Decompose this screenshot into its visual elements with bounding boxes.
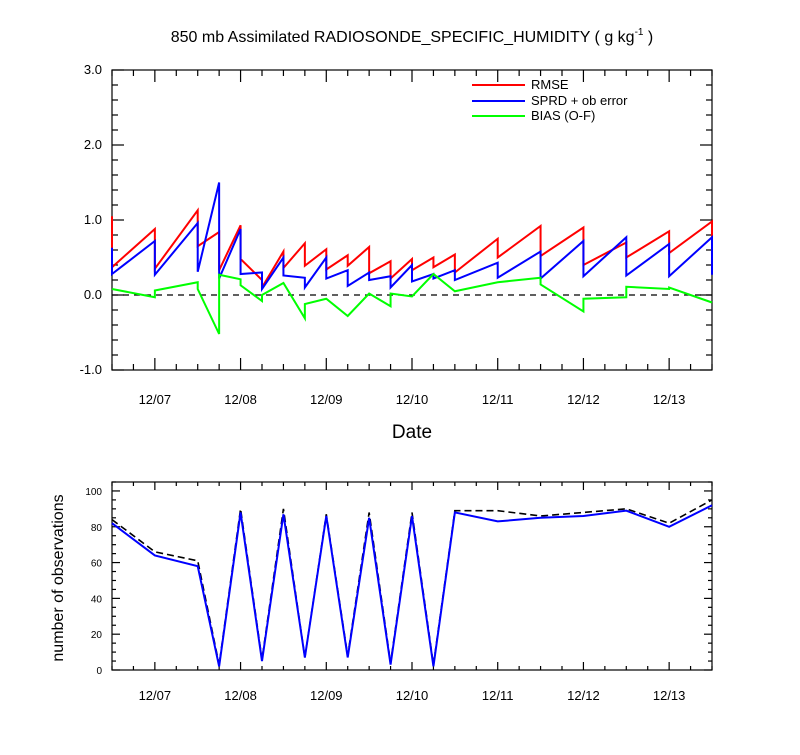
series-line-bias-o-f bbox=[111, 272, 713, 335]
legend-label-rmse: RMSE bbox=[531, 77, 569, 92]
x-tick-label: 12/10 bbox=[396, 688, 429, 703]
top-y-tick-labels: -1.0 0.0 1.0 2.0 3.0 bbox=[80, 62, 102, 377]
chart-title: 850 mb Assimilated RADIOSONDE_SPECIFIC_H… bbox=[171, 27, 654, 46]
y-tick-label: 3.0 bbox=[84, 62, 102, 77]
x-tick-label: 12/11 bbox=[482, 688, 514, 703]
y-tick-label: 80 bbox=[91, 523, 103, 534]
top-series-lines bbox=[111, 182, 713, 335]
series-line-sprd-ob-error bbox=[111, 182, 713, 293]
bottom-x-tick-labels: 12/07 12/08 12/09 12/10 12/11 12/12 12/13 bbox=[139, 688, 686, 703]
bottom-series-lines bbox=[111, 499, 713, 667]
x-tick-label: 12/07 bbox=[139, 392, 172, 407]
series-line-assimilated-observations bbox=[111, 504, 713, 667]
top-plot-panel: -1.00.01.02.03.0 12/07 12/08 12/09 12/10 12/… bbox=[80, 62, 713, 443]
top-axis-ticks bbox=[111, 69, 713, 371]
y-tick-label: 60 bbox=[91, 559, 103, 570]
x-tick-label: 12/09 bbox=[310, 688, 343, 703]
y-tick-label: 0 bbox=[96, 666, 102, 677]
x-tick-label: 12/08 bbox=[224, 392, 257, 407]
y-tick-label: 20 bbox=[91, 630, 103, 641]
top-x-tick-labels: 12/07 12/08 12/09 12/10 12/11 12/12 12/13 bbox=[139, 392, 686, 407]
top-plot-frame bbox=[111, 69, 713, 371]
x-tick-label: 12/12 bbox=[567, 392, 600, 407]
legend: RMSE SPRD + ob error BIAS (O-F) bbox=[472, 77, 628, 123]
x-tick-label: 12/13 bbox=[653, 392, 686, 407]
x-tick-label: 12/13 bbox=[653, 688, 686, 703]
x-tick-label: 12/11 bbox=[482, 392, 514, 407]
x-tick-label: 12/12 bbox=[567, 688, 600, 703]
x-tick-label: 12/09 bbox=[310, 392, 343, 407]
legend-label-bias: BIAS (O-F) bbox=[531, 108, 595, 123]
bottom-y-tick-labels: 0 20 40 60 80 100 bbox=[85, 487, 102, 677]
y-tick-label: 0.0 bbox=[84, 287, 102, 302]
bottom-axis-ticks bbox=[111, 481, 713, 671]
x-tick-label: 12/07 bbox=[139, 688, 172, 703]
y-tick-label: 100 bbox=[85, 487, 102, 498]
y-tick-label: 40 bbox=[91, 594, 103, 605]
legend-label-sprd: SPRD + ob error bbox=[531, 93, 628, 108]
y-tick-label: 1.0 bbox=[84, 212, 102, 227]
x-tick-label: 12/08 bbox=[224, 688, 257, 703]
bottom-y-axis-label: number of observations bbox=[50, 494, 67, 661]
y-tick-label: 2.0 bbox=[84, 137, 102, 152]
x-tick-label: 12/10 bbox=[396, 392, 429, 407]
y-tick-label: -1.0 bbox=[80, 362, 102, 377]
x-axis-label: Date bbox=[392, 422, 432, 443]
